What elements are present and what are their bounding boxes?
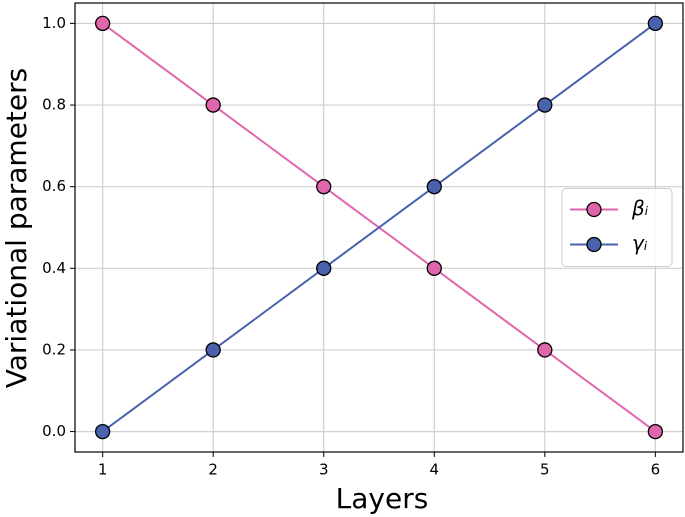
x-tick-label: 3 <box>319 461 329 479</box>
x-axis-label: Layers <box>336 482 429 515</box>
legend-label: γᵢ <box>632 231 648 255</box>
series-line <box>102 22 656 433</box>
y-tick-label: 1.0 <box>42 14 66 32</box>
data-point <box>537 97 553 113</box>
data-point <box>537 342 553 358</box>
y-tick-label: 0.6 <box>42 177 66 195</box>
plot-frame <box>74 2 684 453</box>
legend-label: βᵢ <box>631 196 649 220</box>
data-point <box>94 15 111 32</box>
data-point <box>94 423 111 440</box>
data-point <box>316 260 332 276</box>
data-point <box>426 179 442 195</box>
legend-box <box>561 188 673 267</box>
legend: βᵢ γᵢ <box>561 188 673 267</box>
y-tick-label: 0.2 <box>42 340 66 358</box>
x-tick-label: 2 <box>208 461 218 479</box>
x-tick-label: 5 <box>540 461 550 479</box>
data-point <box>316 179 332 195</box>
y-tick-label: 0.8 <box>42 96 66 114</box>
data-point <box>647 423 664 440</box>
data-point <box>205 97 221 113</box>
data-point <box>426 260 442 276</box>
legend-marker <box>586 201 602 218</box>
x-tick-label: 6 <box>651 461 661 479</box>
y-tick-label: 0.0 <box>42 422 66 440</box>
data-point <box>647 15 664 32</box>
legend-marker <box>586 236 602 253</box>
y-tick-label: 0.4 <box>42 259 66 277</box>
x-tick-label: 1 <box>98 461 108 479</box>
data-point <box>205 342 221 358</box>
y-axis-label: Variational parameters <box>0 68 33 388</box>
x-tick-label: 4 <box>429 461 439 479</box>
